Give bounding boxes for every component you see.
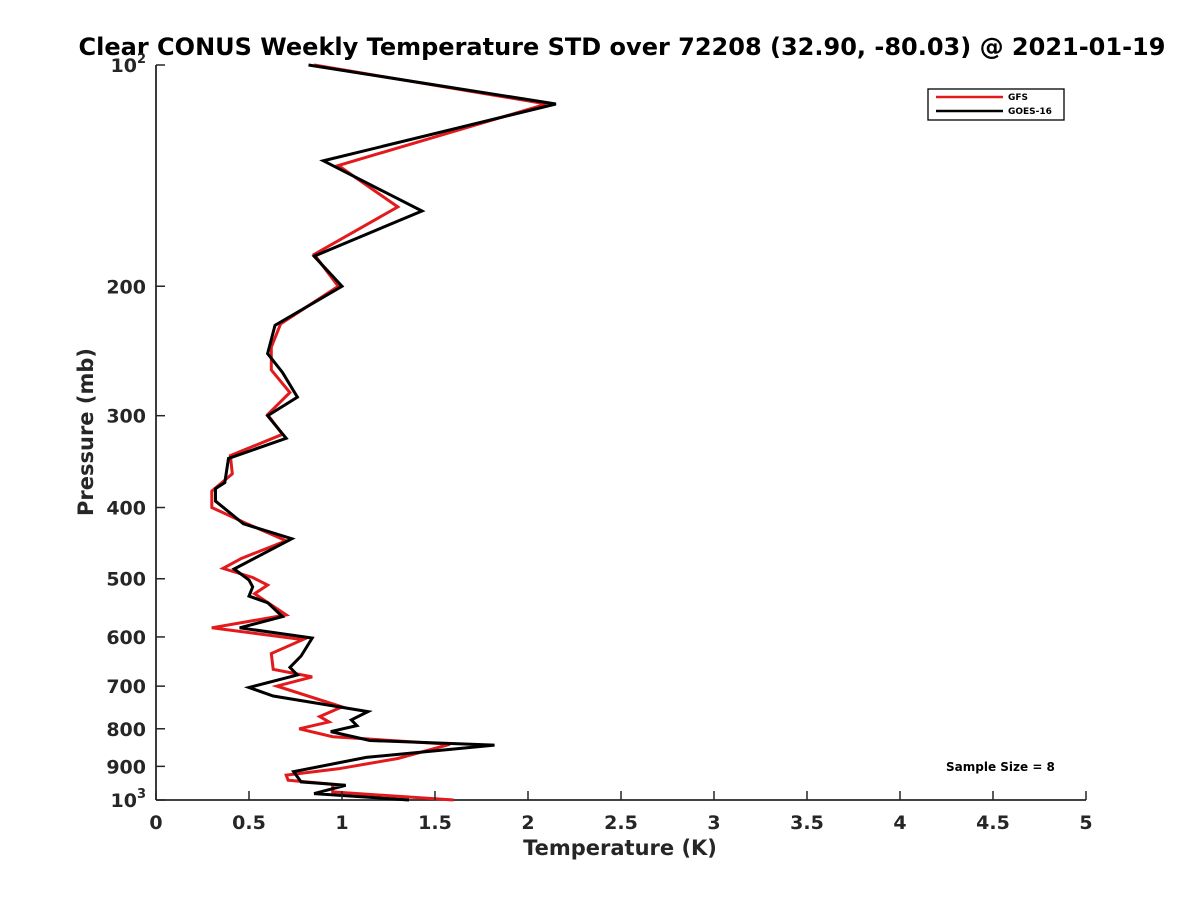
x-tick-label: 5 [1079, 812, 1092, 834]
legend-label-gfs: GFS [1008, 93, 1028, 103]
chart-title: Clear CONUS Weekly Temperature STD over … [79, 33, 1166, 61]
plot-area [155, 63, 1086, 802]
x-tick-label: 2.5 [604, 812, 638, 834]
x-tick-label: 0 [149, 812, 162, 834]
x-tick-label: 3 [707, 812, 720, 834]
x-tick-label: 4 [893, 812, 906, 834]
y-tick-label: 200 [106, 276, 146, 298]
x-tick-label: 0.5 [232, 812, 266, 834]
series-line-goes-16 [214, 63, 557, 802]
y-tick-label: 102 [111, 52, 147, 77]
series-layer [210, 63, 557, 802]
x-axis-label: Temperature (K) [523, 836, 717, 860]
legend-box [927, 88, 1065, 121]
y-tick-label: 500 [106, 569, 146, 591]
y-tick-label: 700 [106, 676, 146, 698]
y-tick-label: 300 [106, 406, 146, 428]
y-tick-label: 400 [106, 498, 146, 520]
x-tick-label: 1 [335, 812, 348, 834]
x-tick-label: 4.5 [976, 812, 1010, 834]
y-tick-label: 103 [111, 787, 147, 812]
y-ticks: 102 200 300 400 500 600 700 800 900 103 [106, 52, 165, 812]
y-axis-label: Pressure (mb) [74, 348, 98, 516]
x-ticks: 0 0.5 1 1.5 2 2.5 3 3.5 4 4.5 5 [149, 791, 1093, 834]
legend-label-goes16: GOES-16 [1008, 107, 1052, 117]
sample-size-annotation: Sample Size = 8 [946, 760, 1055, 774]
series-line-gfs [210, 63, 548, 802]
y-tick-label: 800 [106, 719, 146, 741]
y-tick-label: 600 [106, 627, 146, 649]
legend: GFS GOES-16 [927, 88, 1065, 121]
x-tick-label: 2 [521, 812, 534, 834]
y-tick-label: 900 [106, 756, 146, 778]
x-tick-label: 1.5 [418, 812, 452, 834]
x-tick-label: 3.5 [790, 812, 824, 834]
